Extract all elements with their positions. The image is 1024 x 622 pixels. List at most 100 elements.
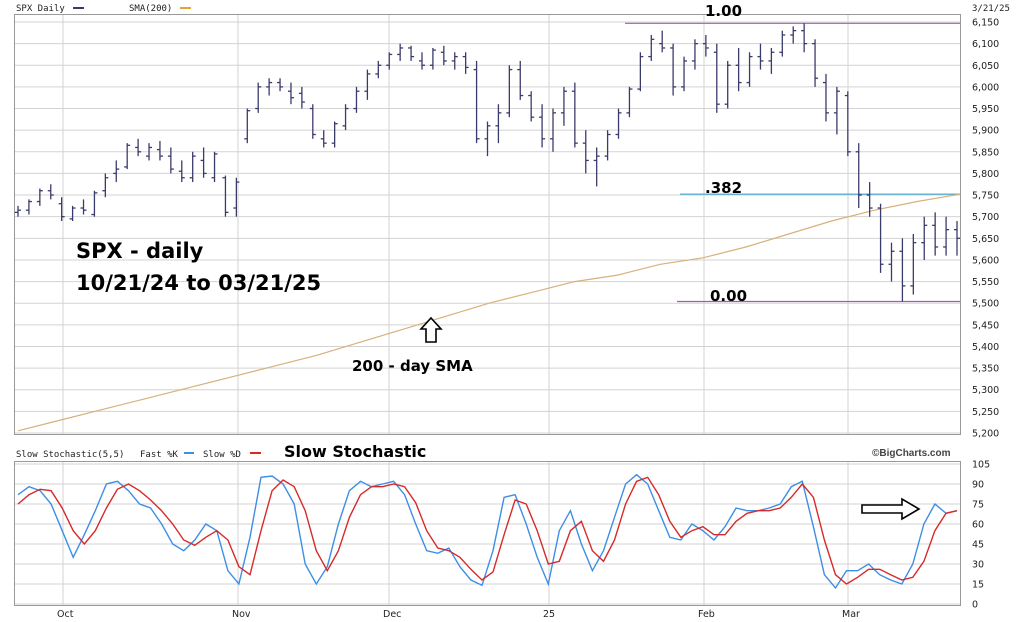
price-bar <box>648 34 655 61</box>
price-tick-label: 5,450 <box>972 320 999 331</box>
price-bar <box>528 91 535 122</box>
month-tick-label: Mar <box>842 609 860 620</box>
price-tick-label: 5,350 <box>972 364 999 375</box>
chart-title-line1: SPX - daily <box>76 239 204 263</box>
price-bar <box>604 130 611 161</box>
stochastic-tick-label: 105 <box>972 460 990 471</box>
price-bar <box>571 82 578 148</box>
price-bar <box>91 190 98 217</box>
price-bar <box>146 143 153 161</box>
stochastic-title: Slow Stochastic <box>284 442 426 461</box>
price-bar <box>560 86 567 126</box>
price-bar <box>320 130 327 148</box>
sma-200-line <box>17 193 961 432</box>
price-tick-label: 5,400 <box>972 342 999 353</box>
source-credit: ©BigCharts.com <box>872 448 951 459</box>
price-bar <box>768 47 775 74</box>
price-bar <box>833 86 840 135</box>
price-bar <box>735 47 742 92</box>
price-bar <box>244 108 251 144</box>
price-bar <box>15 205 21 217</box>
chart-title-line2: 10/21/24 to 03/21/25 <box>76 271 321 295</box>
price-bar <box>80 199 87 215</box>
price-panel <box>14 14 961 435</box>
price-bar <box>47 184 54 200</box>
price-tick-label: 5,500 <box>972 299 999 310</box>
price-bar <box>713 43 720 113</box>
price-tick-label: 5,650 <box>972 234 999 245</box>
price-bar <box>484 121 491 157</box>
legend-slow-d-label: Slow %D <box>203 450 241 460</box>
price-bar <box>899 238 906 302</box>
price-bar <box>659 30 666 53</box>
price-bar <box>331 121 338 148</box>
stochastic-tick-label: 15 <box>972 580 984 591</box>
price-tick-label: 5,700 <box>972 212 999 223</box>
price-bar <box>615 108 622 139</box>
price-bar <box>255 82 262 113</box>
price-tick-label: 5,250 <box>972 407 999 418</box>
price-grid <box>15 15 960 434</box>
price-tick-label: 5,950 <box>972 104 999 115</box>
price-tick-label: 5,200 <box>972 429 999 440</box>
price-bar <box>812 39 819 87</box>
stochastic-axis: 105 90 75 60 45 30 15 0 <box>972 460 990 611</box>
price-tick-label: 5,750 <box>972 191 999 202</box>
price-bar <box>440 45 447 66</box>
price-bar <box>943 216 950 256</box>
price-bar <box>866 182 873 217</box>
price-bar <box>495 104 502 144</box>
fib-label-bottom: 0.00 <box>710 287 747 305</box>
fib-label-382: .382 <box>705 179 742 197</box>
price-bar <box>222 175 229 217</box>
price-bar <box>932 212 939 256</box>
price-bars <box>15 23 960 302</box>
price-bar <box>626 86 633 118</box>
price-bar <box>790 26 797 44</box>
price-bar <box>233 177 240 217</box>
price-bar <box>102 173 109 198</box>
price-bar <box>408 45 415 61</box>
price-bar <box>757 43 764 70</box>
price-bar <box>309 104 316 139</box>
price-bar <box>670 43 677 96</box>
price-bar <box>681 56 688 92</box>
price-bar <box>517 60 524 100</box>
price-bar <box>451 52 458 70</box>
price-bar <box>954 221 960 256</box>
price-bar <box>418 52 425 70</box>
price-bar <box>25 199 32 215</box>
price-bar <box>462 52 469 74</box>
price-tick-label: 6,050 <box>972 61 999 72</box>
price-bar <box>124 143 131 170</box>
price-bar <box>702 34 709 57</box>
price-bar <box>844 91 851 157</box>
price-bar <box>287 82 294 105</box>
price-bar <box>342 104 349 131</box>
price-bar <box>888 242 895 282</box>
price-bar <box>637 52 644 92</box>
fib-label-top: 1.00 <box>705 2 742 20</box>
month-tick-label: 25 <box>543 609 555 620</box>
price-bar <box>189 151 196 183</box>
legend-spx-label: SPX Daily <box>16 4 65 14</box>
price-tick-label: 6,150 <box>972 18 999 29</box>
price-bar <box>266 78 273 96</box>
slow-d-line <box>17 476 958 585</box>
right-arrow-icon <box>861 497 921 521</box>
price-bar <box>582 130 589 174</box>
stochastic-x-axis: Oct Nov Dec 25 Feb Mar <box>57 609 860 620</box>
price-tick-label: 5,550 <box>972 277 999 288</box>
fast-k-line <box>17 473 958 590</box>
price-bar <box>429 47 436 70</box>
sma-annotation: 200 - day SMA <box>352 357 473 375</box>
price-bar <box>298 86 305 109</box>
price-bar <box>211 151 218 183</box>
price-bar <box>910 233 917 295</box>
stochastic-tick-label: 90 <box>972 480 984 491</box>
price-tick-label: 5,850 <box>972 147 999 158</box>
price-tick-label: 5,800 <box>972 169 999 180</box>
stochastic-tick-label: 60 <box>972 520 984 531</box>
stochastic-indicator-label: Slow Stochastic(5,5) <box>16 450 124 460</box>
price-bar <box>822 73 829 122</box>
